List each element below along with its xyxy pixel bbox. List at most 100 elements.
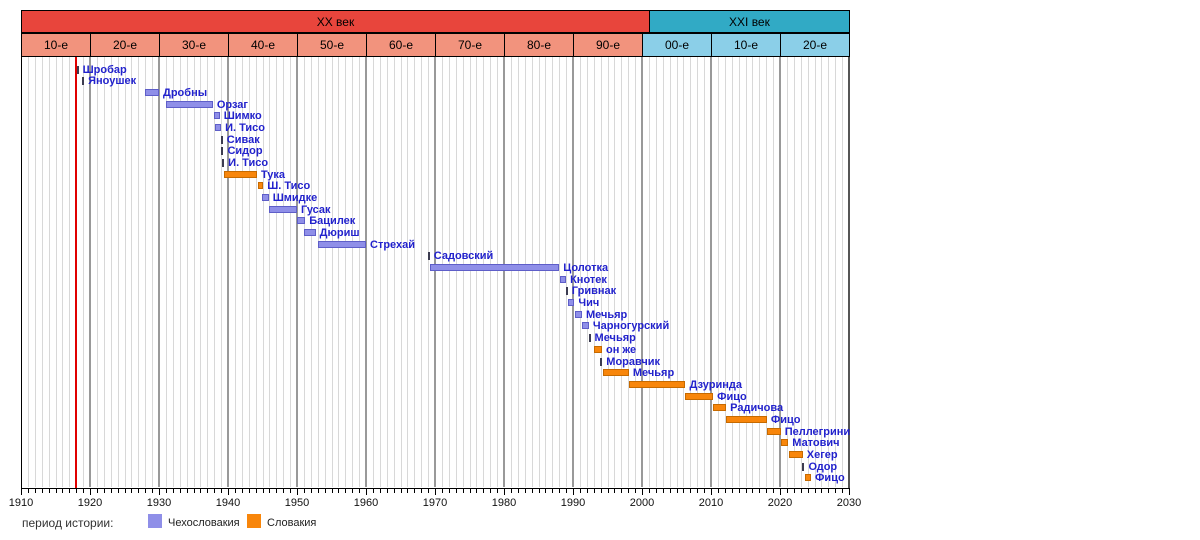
timeline-label: Кнотек xyxy=(570,273,607,286)
legend-title: период истории: xyxy=(22,516,114,530)
decade-cell-4: 50-е xyxy=(297,33,367,57)
timeline-bar xyxy=(145,88,159,96)
timeline-label: он же xyxy=(605,343,637,356)
x-axis-baseline xyxy=(21,488,850,489)
x-axis-tick xyxy=(821,489,823,493)
x-axis-tick xyxy=(573,489,574,495)
x-axis-tick xyxy=(69,489,71,493)
timeline-bar xyxy=(257,182,264,190)
x-axis-tick xyxy=(814,489,816,493)
timeline-bar xyxy=(559,275,567,283)
timeline-label: Пеллегрини xyxy=(784,425,851,438)
x-axis-tick xyxy=(690,489,692,493)
x-axis-tick xyxy=(379,489,381,493)
x-axis-tick xyxy=(55,489,57,493)
gridline-year xyxy=(186,57,188,487)
timeline-label: Садовский xyxy=(433,250,494,263)
x-axis-tick xyxy=(317,489,319,493)
x-axis-tick xyxy=(483,489,485,493)
timeline-label: Шробар xyxy=(82,63,127,76)
gridline-year xyxy=(276,57,278,487)
timeline-bar xyxy=(430,264,560,272)
timeline-tick xyxy=(222,158,225,167)
x-axis-tick xyxy=(441,489,443,493)
gridline-year xyxy=(614,57,616,487)
x-axis-tick xyxy=(697,489,699,493)
gridline-year xyxy=(165,57,167,487)
x-axis-tick xyxy=(524,489,526,493)
x-axis-tick xyxy=(414,489,416,493)
gridline-year xyxy=(531,57,533,487)
gridline-year xyxy=(593,57,595,487)
timeline-label: Сивак xyxy=(226,133,260,146)
x-axis-tick xyxy=(711,489,712,495)
gridline-year xyxy=(145,57,147,487)
x-axis-tick xyxy=(766,489,768,493)
x-axis-tick xyxy=(145,489,147,493)
timeline-label: Яноушек xyxy=(88,75,137,88)
x-axis-year-label: 2010 xyxy=(698,497,724,509)
x-axis-tick xyxy=(621,489,623,493)
timeline-bar xyxy=(568,299,575,307)
timeline-label: Радичова xyxy=(730,402,784,415)
x-axis-tick xyxy=(566,489,568,493)
x-axis-tick xyxy=(27,489,29,493)
decade-cell-10: 10-е xyxy=(711,33,781,57)
x-axis-year-label: 1970 xyxy=(422,497,448,509)
x-axis-tick xyxy=(241,489,243,493)
gridline-year xyxy=(172,57,174,487)
x-axis-tick xyxy=(773,489,775,493)
gridline-year xyxy=(214,57,216,487)
x-axis-tick xyxy=(214,489,216,493)
timeline-bar xyxy=(781,439,789,447)
gridline-year xyxy=(34,57,36,487)
x-axis-tick xyxy=(842,489,844,493)
gridline-year xyxy=(566,57,568,487)
gridline-year xyxy=(731,57,733,487)
timeline-label: Моравчик xyxy=(606,355,660,368)
x-axis-tick xyxy=(352,489,354,493)
x-axis-tick xyxy=(786,489,788,493)
timeline-bar xyxy=(317,240,366,248)
x-axis-tick xyxy=(545,489,547,493)
timeline-tick xyxy=(221,147,224,156)
gridline-year xyxy=(200,57,202,487)
x-axis-year-label: 1960 xyxy=(353,497,379,509)
gridline-year xyxy=(835,57,837,487)
timeline-label: Орзаг xyxy=(216,98,248,111)
gridline-year xyxy=(807,57,809,487)
x-axis-tick xyxy=(669,489,671,493)
gridline-year xyxy=(69,57,71,487)
x-axis-tick xyxy=(600,489,602,493)
gridline-year xyxy=(310,57,312,487)
gridline-year xyxy=(386,57,388,487)
timeline-label: И. Тисо xyxy=(225,121,266,134)
x-axis-tick xyxy=(41,489,43,493)
timeline-label: Гусак xyxy=(301,203,331,216)
gridline-year xyxy=(41,57,43,487)
x-axis-tick xyxy=(579,489,581,493)
timeline-tick xyxy=(220,135,223,144)
gridline-year xyxy=(497,57,499,487)
x-axis-tick xyxy=(448,489,450,493)
x-axis-tick xyxy=(186,489,188,493)
gridline-year xyxy=(103,57,105,487)
x-axis-tick xyxy=(310,489,312,493)
x-axis-tick xyxy=(359,489,361,493)
timeline-bar xyxy=(766,427,781,435)
gridline-year xyxy=(607,57,609,487)
timeline-bar xyxy=(788,450,803,458)
x-axis-tick xyxy=(200,489,202,493)
x-axis-tick xyxy=(510,489,512,493)
gridline-year xyxy=(193,57,195,487)
gridline-year xyxy=(621,57,623,487)
decade-cell-11: 20-е xyxy=(780,33,850,57)
timeline-label: Мечьяр xyxy=(594,332,636,345)
gridline-year xyxy=(179,57,181,487)
timeline-tick xyxy=(76,65,79,74)
x-axis-year-label: 1990 xyxy=(560,497,586,509)
gridline-year xyxy=(524,57,526,487)
timeline-tick xyxy=(802,462,805,471)
timeline-bar xyxy=(303,229,316,237)
